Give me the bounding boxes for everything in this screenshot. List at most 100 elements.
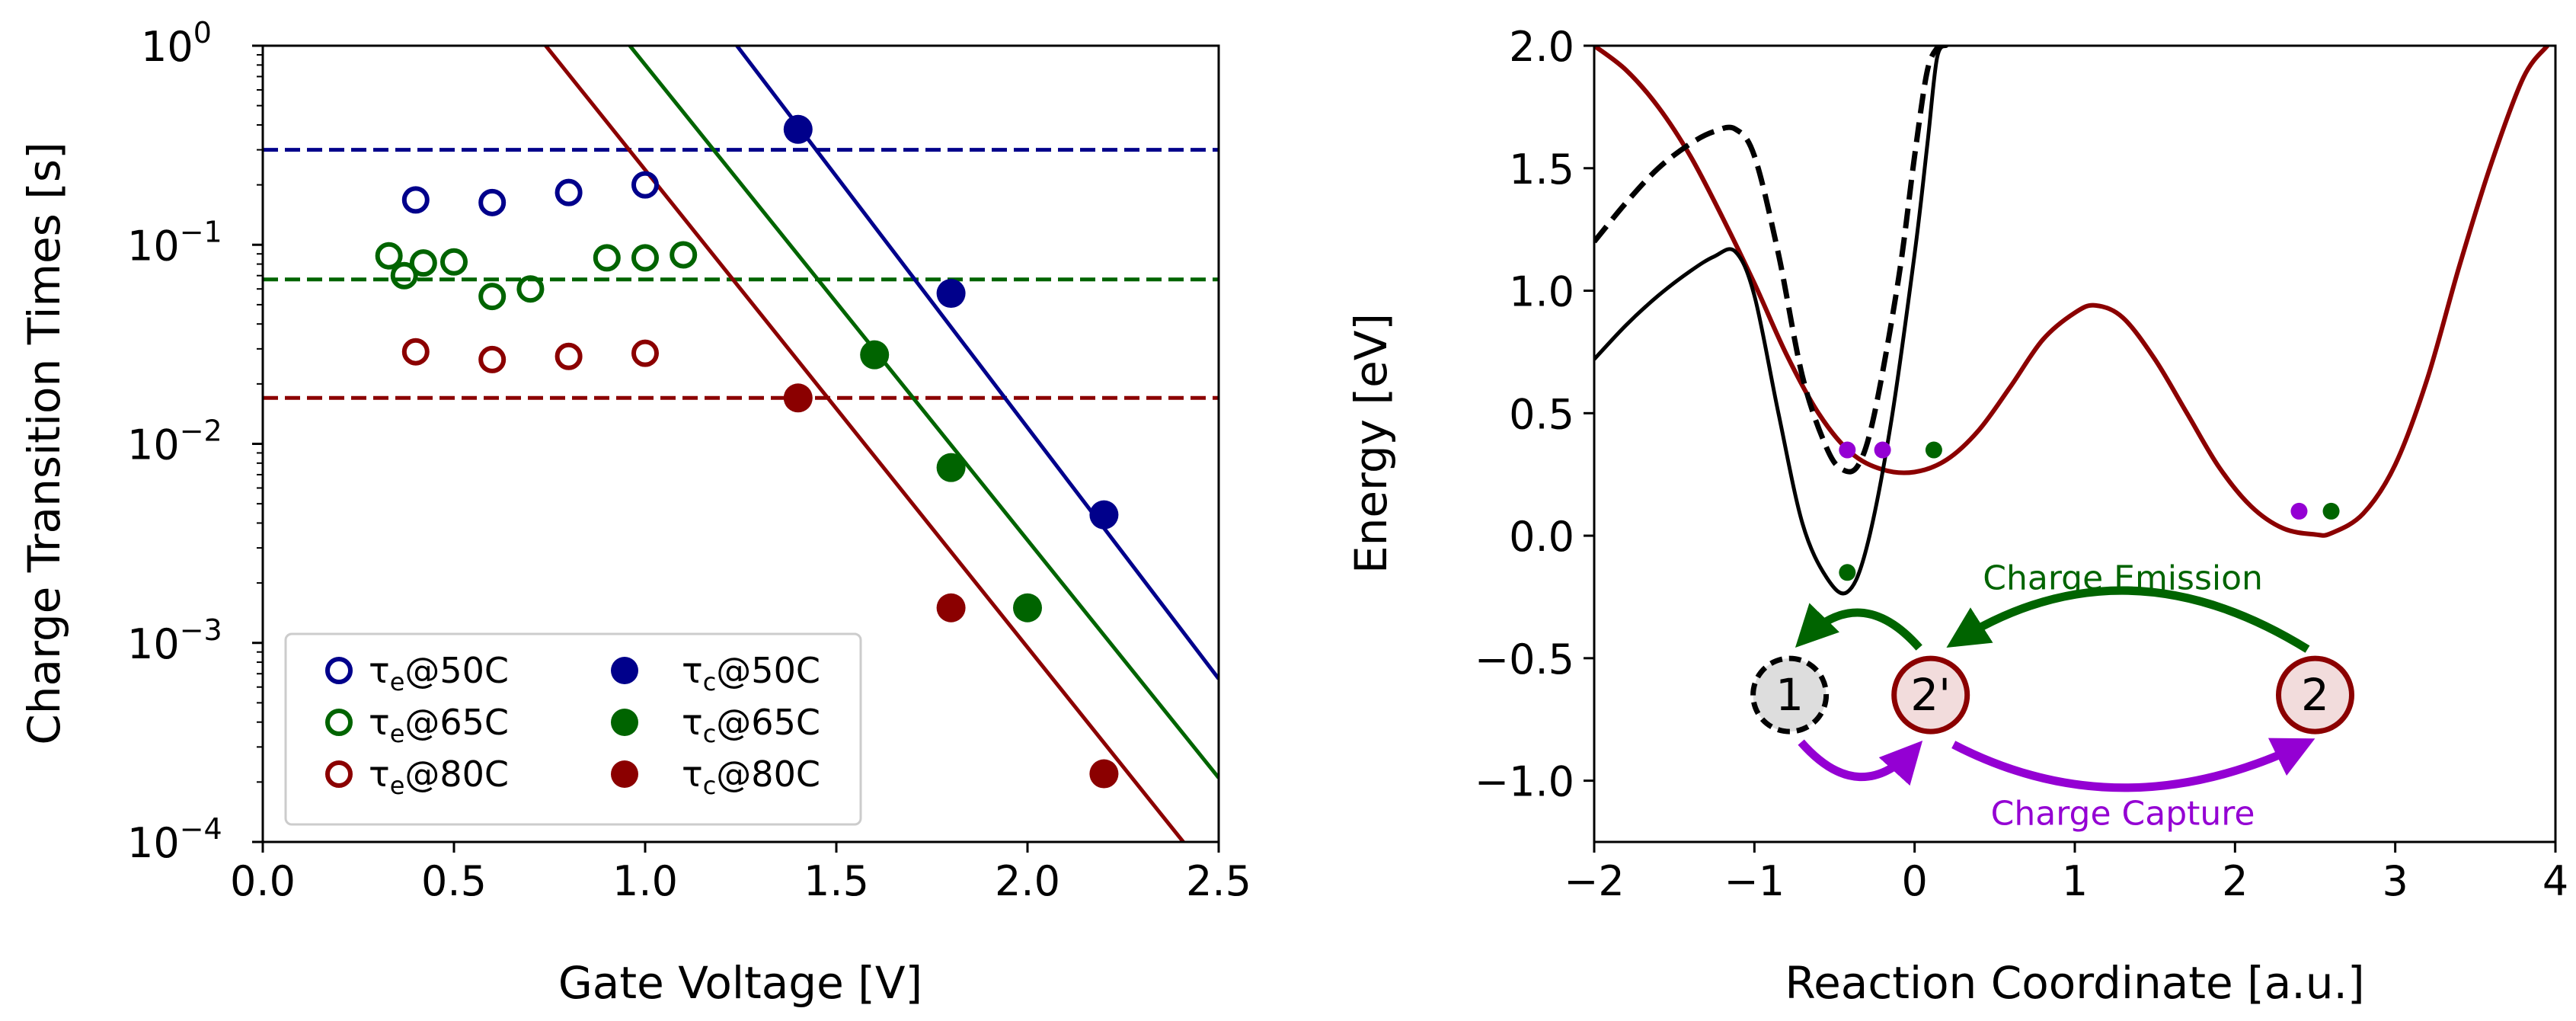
data-point bbox=[670, 241, 698, 269]
y-tick-label: 2.0 bbox=[1509, 23, 1574, 71]
legend-label: τc@80C bbox=[682, 754, 820, 800]
state-node-label: 2 bbox=[2301, 669, 2329, 721]
legend-label: τc@50C bbox=[682, 650, 820, 696]
x-tick-label: 0.0 bbox=[230, 857, 296, 905]
left-y-axis-label: Charge Transition Times [s] bbox=[18, 142, 70, 745]
data-point bbox=[936, 593, 966, 623]
right-diagram-overlay: 1 2' 2 Charge Emission Charge Capture bbox=[1750, 559, 2354, 833]
right-y-axis-label: Energy [eV] bbox=[1345, 313, 1397, 574]
data-point bbox=[1089, 759, 1119, 789]
legend-marker bbox=[325, 657, 353, 684]
state-node-circle bbox=[1891, 655, 1970, 735]
right-plot-area bbox=[1594, 46, 2549, 596]
state-2-potential bbox=[1594, 46, 2549, 538]
x-tick-label: 1.5 bbox=[804, 857, 869, 905]
legend-label: τe@65C bbox=[369, 702, 509, 748]
state-dot bbox=[2290, 502, 2308, 520]
legend-label: τe@50C bbox=[369, 650, 509, 696]
data-point bbox=[783, 383, 813, 413]
x-tick-label: 0 bbox=[1901, 857, 1927, 905]
data-point bbox=[555, 342, 583, 370]
y-tick-label: 10−4 bbox=[127, 812, 222, 867]
left-plot-area bbox=[263, 46, 1219, 842]
legend: τe@50C τe@65C τe@80C τc@50C τc@65C τc@80… bbox=[284, 632, 862, 826]
state-node-circle bbox=[2276, 655, 2354, 735]
x-tick-label: −1 bbox=[1724, 857, 1785, 905]
data-point bbox=[401, 186, 430, 214]
x-tick-label: 1.0 bbox=[612, 857, 678, 905]
legend-entry-tau-c-80: τc@80C bbox=[611, 754, 820, 800]
data-point bbox=[631, 244, 659, 272]
legend-marker bbox=[611, 657, 638, 684]
right-axes: −2 −1 0 1 2 3 4 2.0 1.5 1.0 0.5 0.0 −0.5 −1.0 bbox=[1475, 23, 2568, 905]
legend-entry-tau-e-50: τe@50C bbox=[325, 650, 509, 696]
data-point bbox=[440, 248, 468, 276]
data-point bbox=[936, 279, 966, 309]
state-dot bbox=[1874, 441, 1891, 459]
legend-marker bbox=[611, 709, 638, 736]
data-point bbox=[478, 188, 507, 216]
data-point bbox=[516, 275, 545, 303]
y-tick-label: 1.0 bbox=[1509, 268, 1574, 316]
emission-arrow-long bbox=[1946, 586, 2310, 653]
state-dot bbox=[1839, 564, 1856, 581]
data-point bbox=[1089, 500, 1119, 530]
state-node-label: 1 bbox=[1775, 669, 1804, 721]
data-point bbox=[375, 242, 403, 270]
x-tick-label: 1 bbox=[2062, 857, 2088, 905]
data-point bbox=[631, 339, 659, 367]
legend-marker bbox=[325, 709, 353, 736]
x-tick-label: 0.5 bbox=[421, 857, 487, 905]
data-point bbox=[478, 345, 507, 373]
data-point bbox=[860, 340, 890, 370]
y-tick-label: 0.0 bbox=[1509, 513, 1574, 561]
data-point bbox=[1013, 593, 1042, 623]
x-tick-label: 2.0 bbox=[995, 857, 1060, 905]
legend-entry-tau-e-65: τe@65C bbox=[325, 702, 509, 748]
y-tick-label: −1.0 bbox=[1475, 758, 1574, 806]
y-tick-label: 1.5 bbox=[1509, 146, 1574, 194]
data-point bbox=[478, 283, 507, 311]
legend-marker bbox=[325, 760, 353, 788]
state-dot bbox=[2322, 502, 2340, 520]
capture-arrow-short bbox=[1798, 739, 1923, 786]
right-x-axis-label: Reaction Coordinate [a.u.] bbox=[1785, 957, 2364, 1009]
x-tick-label: 3 bbox=[2382, 857, 2408, 905]
legend-frame bbox=[284, 632, 862, 826]
state-dot bbox=[1925, 441, 1942, 459]
legend-label: τc@65C bbox=[682, 702, 820, 748]
emission-arrow-short bbox=[1795, 603, 1922, 651]
data-point bbox=[936, 453, 966, 482]
left-x-axis-label: Gate Voltage [V] bbox=[558, 957, 922, 1009]
data-point bbox=[409, 249, 437, 277]
y-tick-label: 10−2 bbox=[127, 414, 222, 469]
fit-line-1 bbox=[628, 46, 1219, 779]
y-tick-label: 0.5 bbox=[1509, 390, 1574, 438]
legend-entry-tau-e-80: τe@80C bbox=[325, 754, 509, 800]
legend-marker bbox=[611, 760, 638, 788]
x-tick-label: 2 bbox=[2222, 857, 2248, 905]
right-axes-frame bbox=[1593, 44, 2557, 843]
fit-line-0 bbox=[735, 46, 1219, 680]
data-point bbox=[390, 261, 418, 290]
state-dot bbox=[1839, 441, 1856, 459]
state-1-potential bbox=[1594, 46, 1948, 596]
y-tick-label: −0.5 bbox=[1475, 635, 1574, 683]
right-chart: −2 −1 0 1 2 3 4 2.0 1.5 1.0 0.5 0.0 −0.5 −1.0 1 2' 2 Cha… bbox=[1345, 23, 2568, 1009]
state-node-label: 2' bbox=[1910, 669, 1951, 721]
state-node-circle bbox=[1750, 655, 1830, 735]
left-axes: 0.0 0.5 1.0 1.5 2.0 2.5 100 10−1 10−2 10−3 10−4 bbox=[127, 16, 1251, 905]
data-point bbox=[593, 244, 621, 272]
legend-entry-tau-c-50: τc@50C bbox=[611, 650, 820, 696]
x-tick-label: −2 bbox=[1564, 857, 1625, 905]
data-point bbox=[401, 338, 430, 366]
capture-arrow-long bbox=[1951, 738, 2316, 792]
x-tick-label: 4 bbox=[2542, 857, 2568, 905]
legend-entry-tau-c-65: τc@65C bbox=[611, 702, 820, 748]
y-tick-label: 100 bbox=[141, 16, 212, 71]
state-1-prime-potential bbox=[1594, 46, 1942, 475]
legend-label: τe@80C bbox=[369, 754, 509, 800]
left-chart: 0.0 0.5 1.0 1.5 2.0 2.5 100 10−1 10−2 10−3 10−4 τe… bbox=[18, 16, 1251, 1009]
capture-label: Charge Capture bbox=[1991, 794, 2255, 833]
